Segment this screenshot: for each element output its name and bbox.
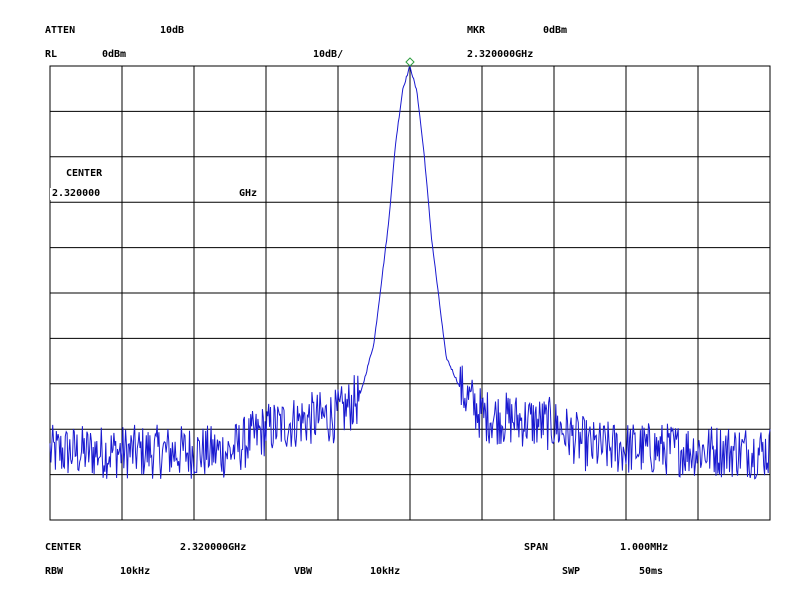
rbw-label: RBW (45, 566, 64, 577)
sweep-label: SWP (562, 566, 581, 577)
atten-value: 10dB (160, 25, 185, 36)
vbw-label: VBW (294, 566, 313, 577)
center-annotation-value: 2.320000 (50, 188, 103, 200)
center-annotation-label: CENTER (64, 168, 105, 180)
marker-label: MKR (467, 25, 486, 36)
center-frequency-value: 2.320000GHz (180, 542, 247, 553)
rbw-value: 10kHz (120, 566, 151, 577)
graticule (49, 65, 771, 521)
marker-frequency: 2.320000GHz (467, 49, 534, 60)
marker-layer (405, 57, 415, 67)
marker-level: 0dBm (543, 25, 568, 36)
vbw-value: 10kHz (370, 566, 401, 577)
reference-level-label: RL (45, 49, 58, 60)
marker-diamond (405, 57, 415, 67)
span-label: SPAN (524, 542, 549, 553)
reference-level-value: 0dBm (102, 49, 127, 60)
sweep-value: 50ms (639, 566, 664, 577)
center-frequency-label: CENTER (45, 542, 82, 553)
span-value: 1.000MHz (620, 542, 669, 553)
center-annotation-unit: GHz (237, 188, 260, 200)
scale-per-division: 10dB/ (313, 49, 344, 60)
atten-label: ATTEN (45, 25, 76, 36)
